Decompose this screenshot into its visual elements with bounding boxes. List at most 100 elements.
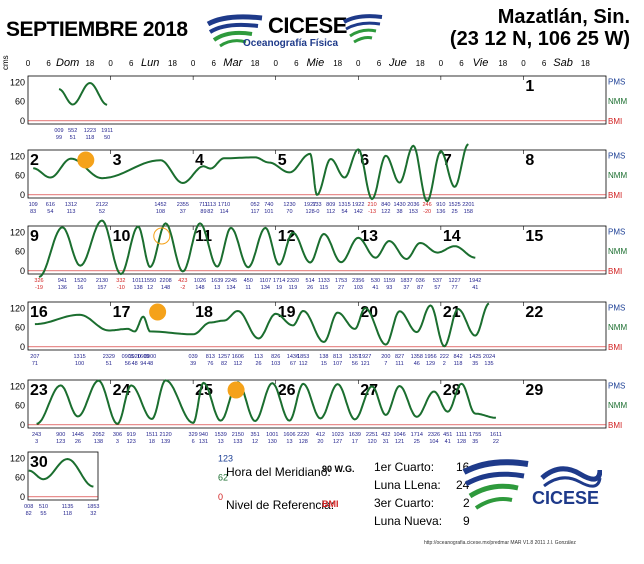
tide-level-label: 32: [90, 511, 96, 517]
tide-time-label: 2052: [92, 432, 104, 438]
tide-level-label: 16: [77, 285, 83, 291]
day-name-label: Mar: [223, 57, 243, 69]
tide-level-label: 121: [395, 439, 404, 445]
tide-time-label: 1606: [232, 354, 244, 360]
tide-time-label: 133: [312, 202, 321, 208]
day-number: 6: [360, 152, 369, 169]
phase-full-moon-label: Luna LLena:: [374, 478, 441, 492]
y-tick-label: 0: [20, 420, 25, 430]
tide-level-label: 27: [338, 285, 344, 291]
level-nmm-label: NMM: [608, 401, 627, 410]
y-tick-label: 0: [20, 266, 25, 276]
tide-level-label: 87: [417, 285, 423, 291]
tide-time-label: 1611: [490, 432, 502, 438]
tide-level-label: 76: [207, 361, 213, 367]
tide-level-label: 70: [286, 209, 292, 215]
day-number: 22: [525, 304, 543, 321]
hour-tick-label: 18: [581, 59, 590, 68]
y-tick-label: 120: [10, 227, 25, 237]
tide-time-label: 1525: [448, 202, 460, 208]
tide-time-label: 2150: [232, 432, 244, 438]
tide-time-label: 1853: [297, 354, 309, 360]
panel-frame: [27, 301, 607, 351]
tide-time-label: 138: [319, 354, 328, 360]
tide-level-label: 12: [252, 439, 258, 445]
panel-frame: [27, 379, 607, 429]
tide-time-label: 306: [113, 432, 122, 438]
tide-level-label: 82: [221, 361, 227, 367]
tide-level-label: 94: [140, 361, 146, 367]
tide-time-label: 514: [306, 278, 315, 284]
hour-tick-label: 6: [542, 59, 547, 68]
panel-frame: [27, 225, 607, 275]
level-nmm-label: NMM: [608, 323, 627, 332]
moon-phase-icon: [77, 151, 95, 169]
day-name-label: Jue: [388, 57, 407, 69]
day-number: 2: [30, 152, 39, 169]
tide-time-label: 2355: [177, 202, 189, 208]
tide-time-label: 1113: [205, 202, 216, 208]
tide-level-label: 39: [190, 361, 196, 367]
tide-level-label: 93: [386, 285, 392, 291]
tide-time-label: 530: [371, 278, 380, 284]
tide-level-label: 118: [454, 361, 463, 367]
hour-tick-label: 18: [85, 59, 94, 68]
hour-tick-label: 6: [46, 59, 51, 68]
tide-time-label: 1001: [266, 432, 278, 438]
moon-phase-icon: [149, 303, 167, 321]
tide-time-label: 329: [189, 432, 198, 438]
day-number: 10: [113, 228, 131, 245]
tide-level-label: 134: [226, 285, 235, 291]
phase-third-quarter-label: 3er Cuarto:: [374, 496, 435, 510]
tide-level-label: 103: [271, 361, 280, 367]
tide-level-label: 26: [307, 285, 313, 291]
day-number: 23: [30, 382, 48, 399]
y-tick-label: 120: [10, 453, 25, 463]
level-bmi-label: BMI: [608, 267, 622, 276]
tide-time-label: 1011: [132, 278, 144, 284]
day-number: 29: [525, 382, 543, 399]
day-number: 1: [525, 78, 534, 95]
tide-level-label: 103: [354, 285, 363, 291]
tide-time-label: 1133: [318, 278, 330, 284]
tide-level-label: -0: [315, 209, 320, 215]
tide-level-label: 117: [251, 209, 260, 215]
tide-level-label: 20: [317, 439, 323, 445]
tide-level-label: 26: [255, 361, 261, 367]
y-tick-label: 120: [10, 303, 25, 313]
tide-time-label: 840: [381, 202, 390, 208]
tide-time-label: 1639: [211, 278, 223, 284]
tide-time-label: 740: [264, 202, 273, 208]
tide-level-label: 67: [290, 361, 296, 367]
tide-level-label: 37: [403, 285, 409, 291]
cicese-brand-logo: [540, 466, 602, 488]
moon-phase-icon: [227, 381, 245, 399]
level-pms-label: PMS: [608, 151, 625, 160]
tide-time-label: 2329: [103, 354, 115, 360]
tide-level-label: 25: [414, 439, 420, 445]
tide-level-label: 56: [352, 361, 358, 367]
tide-level-label: 2: [443, 361, 446, 367]
tide-level-label: -2: [180, 285, 185, 291]
cicese-wordmark: CICESE: [532, 488, 600, 508]
tide-time-label: 1956: [424, 354, 436, 360]
hour-tick-label: 18: [498, 59, 507, 68]
tide-level-label: 77: [452, 285, 458, 291]
tide-time-label: 2122: [96, 202, 108, 208]
tide-time-label: 1710: [218, 202, 230, 208]
tide-level-label: 122: [381, 209, 390, 215]
y-tick-label: 60: [15, 473, 25, 483]
phase-third-quarter-value: 2: [463, 496, 470, 510]
tide-time-label: 827: [395, 354, 404, 360]
credit-text: http://oceanografia.cicese.mx/predmar MA…: [424, 540, 576, 546]
tide-level-label: 13: [286, 439, 292, 445]
tide-time-label: 1837: [400, 278, 412, 284]
tide-time-label: 1942: [469, 278, 481, 284]
tide-time-label: 1606: [283, 432, 295, 438]
tide-level-label: 19: [276, 285, 282, 291]
y-tick-label: 60: [15, 171, 25, 181]
tide-time-label: 2245: [225, 278, 237, 284]
day-number: 9: [30, 228, 39, 245]
tide-time-label: 0900: [144, 354, 156, 360]
